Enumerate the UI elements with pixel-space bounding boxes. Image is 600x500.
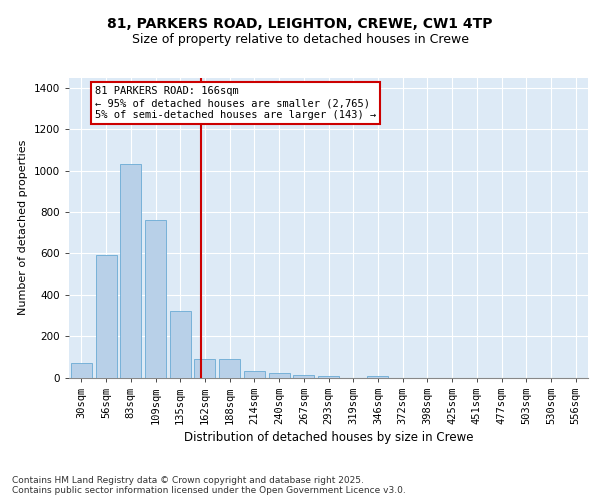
Bar bbox=[367, 376, 388, 378]
Bar bbox=[145, 220, 166, 378]
X-axis label: Distribution of detached houses by size in Crewe: Distribution of detached houses by size … bbox=[184, 431, 473, 444]
Y-axis label: Number of detached properties: Number of detached properties bbox=[18, 140, 28, 315]
Bar bbox=[293, 376, 314, 378]
Bar bbox=[95, 256, 116, 378]
Bar bbox=[318, 376, 339, 378]
Bar bbox=[194, 359, 215, 378]
Text: 81, PARKERS ROAD, LEIGHTON, CREWE, CW1 4TP: 81, PARKERS ROAD, LEIGHTON, CREWE, CW1 4… bbox=[107, 18, 493, 32]
Text: 81 PARKERS ROAD: 166sqm
← 95% of detached houses are smaller (2,765)
5% of semi-: 81 PARKERS ROAD: 166sqm ← 95% of detache… bbox=[95, 86, 376, 120]
Bar bbox=[170, 312, 191, 378]
Bar bbox=[269, 374, 290, 378]
Bar bbox=[244, 372, 265, 378]
Text: Size of property relative to detached houses in Crewe: Size of property relative to detached ho… bbox=[131, 32, 469, 46]
Bar bbox=[71, 363, 92, 378]
Bar bbox=[219, 359, 240, 378]
Text: Contains HM Land Registry data © Crown copyright and database right 2025.
Contai: Contains HM Land Registry data © Crown c… bbox=[12, 476, 406, 495]
Bar bbox=[120, 164, 141, 378]
